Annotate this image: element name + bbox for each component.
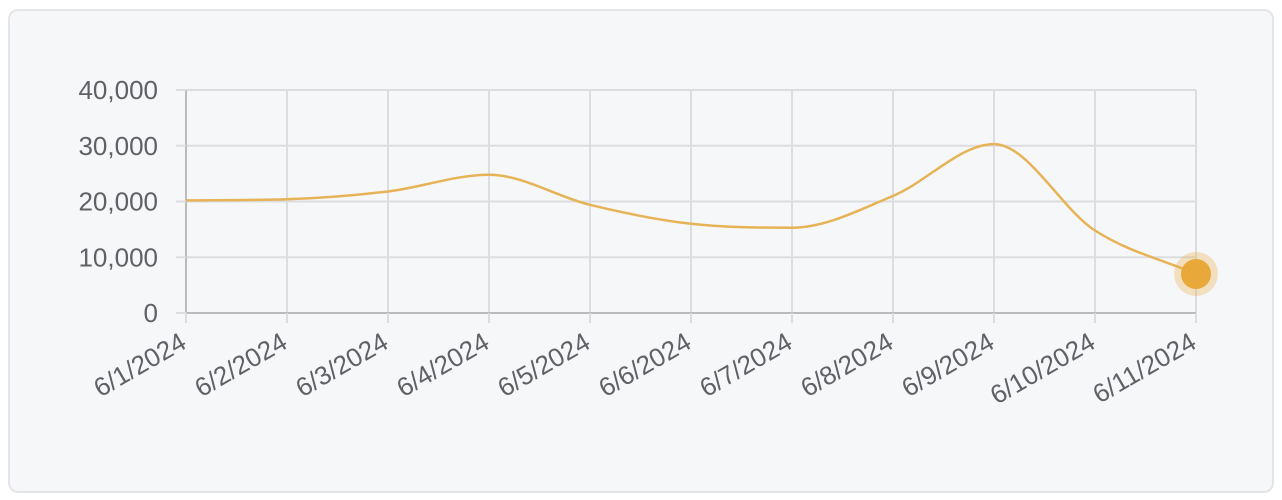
data-point[interactable] [1089, 224, 1101, 236]
data-points[interactable] [180, 138, 1218, 296]
x-tick-label: 6/10/2024 [985, 326, 1100, 410]
data-point[interactable] [180, 194, 192, 206]
x-tick-label: 6/2/2024 [189, 326, 292, 403]
x-tick-label: 6/9/2024 [896, 326, 999, 403]
data-point[interactable] [584, 199, 596, 211]
data-point[interactable] [483, 169, 495, 181]
x-tick-label: 6/8/2024 [795, 326, 898, 403]
x-tick-label: 6/5/2024 [492, 326, 595, 403]
y-tick-label: 40,000 [78, 75, 158, 105]
y-tick-label: 0 [144, 298, 158, 328]
x-tick-label: 6/1/2024 [88, 326, 191, 403]
series-line [185, 142, 1197, 276]
series-group [185, 142, 1197, 276]
x-tick-label: 6/4/2024 [391, 326, 494, 403]
x-tick-label: 6/3/2024 [290, 326, 393, 403]
x-tick-label: 6/6/2024 [593, 326, 696, 403]
x-tick-label: 6/11/2024 [1087, 326, 1201, 409]
x-tick-label: 6/7/2024 [694, 326, 797, 403]
data-point[interactable] [887, 190, 899, 202]
highlight-point[interactable] [1181, 258, 1211, 289]
x-axis-ticks: 6/1/20246/2/20246/3/20246/4/20246/5/2024… [88, 313, 1201, 410]
data-point[interactable] [685, 218, 697, 230]
data-point[interactable] [281, 193, 293, 205]
y-axis-ticks: 0 10,000 20,000 30,000 40,000 [78, 75, 186, 328]
data-point[interactable] [786, 222, 798, 234]
data-point[interactable] [988, 138, 1000, 150]
y-tick-label: 30,000 [78, 131, 158, 161]
y-tick-label: 10,000 [78, 242, 158, 272]
grid-lines [186, 89, 1197, 313]
y-tick-label: 20,000 [78, 187, 158, 217]
data-point[interactable] [382, 185, 394, 197]
